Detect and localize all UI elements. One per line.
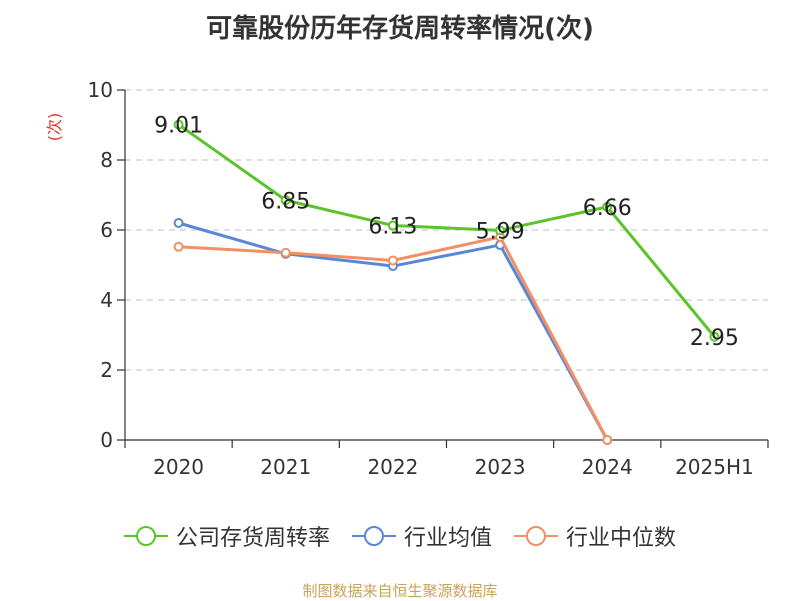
legend-label-industry-mean: 行业均值	[403, 526, 492, 551]
data-label: 6.66	[583, 196, 632, 221]
data-label: 6.13	[368, 214, 417, 239]
x-tick-label: 2021	[260, 455, 311, 479]
series-lines	[173, 119, 720, 445]
legend-marker-industry-mean	[351, 526, 396, 546]
legend: 公司存货周转率 行业均值 行业中位数	[0, 520, 800, 552]
x-tick-label: 2024	[582, 455, 633, 479]
data-point	[280, 247, 291, 258]
y-tick-label: 8	[100, 148, 113, 172]
legend-item-industry-mean[interactable]: 行业均值	[351, 520, 492, 552]
source-note: 制图数据来自恒生聚源数据库	[302, 582, 498, 600]
axes: 0 2 4 6 8 10 2020 2021 2022 2023 2024 2025H1 (次)	[45, 78, 769, 479]
data-label: 6.85	[261, 189, 310, 214]
y-tick-label: 6	[100, 218, 113, 242]
data-point	[602, 435, 613, 445]
y-axis-label: (次)	[45, 113, 64, 142]
legend-marker-company	[123, 526, 168, 546]
data-label: 9.01	[154, 114, 203, 139]
legend-label-industry-median: 行业中位数	[566, 526, 677, 551]
grid-lines	[125, 89, 768, 371]
y-tick-label: 0	[100, 428, 113, 452]
y-tick-label: 4	[100, 288, 113, 312]
series-line-0	[177, 123, 716, 338]
legend-marker-industry-median	[514, 526, 558, 546]
data-point	[495, 225, 506, 236]
data-label: 5.99	[476, 219, 525, 244]
data-labels: 9.01 6.85 6.13 5.99 6.66 2.95	[154, 114, 739, 351]
x-tick-label: 2020	[153, 455, 204, 479]
legend-item-company[interactable]: 公司存货周转率	[123, 520, 330, 552]
data-point	[387, 220, 398, 231]
data-point	[173, 241, 184, 252]
chart-title: 可靠股份历年存货周转率情况(次)	[206, 14, 594, 44]
y-tick-label: 2	[100, 358, 113, 382]
data-point	[709, 331, 720, 342]
data-point	[280, 195, 291, 206]
data-label: 2.95	[690, 326, 739, 351]
x-tick-label: 2022	[367, 455, 418, 479]
data-point	[602, 201, 613, 212]
x-tick-label: 2023	[475, 455, 526, 479]
y-tick-label: 10	[88, 78, 113, 102]
legend-label-company: 公司存货周转率	[175, 526, 330, 551]
x-tick-label: 2025H1	[675, 455, 754, 479]
data-point	[173, 119, 184, 130]
legend-item-industry-median[interactable]: 行业中位数	[514, 520, 676, 552]
data-point	[387, 255, 398, 266]
data-point	[173, 218, 184, 228]
